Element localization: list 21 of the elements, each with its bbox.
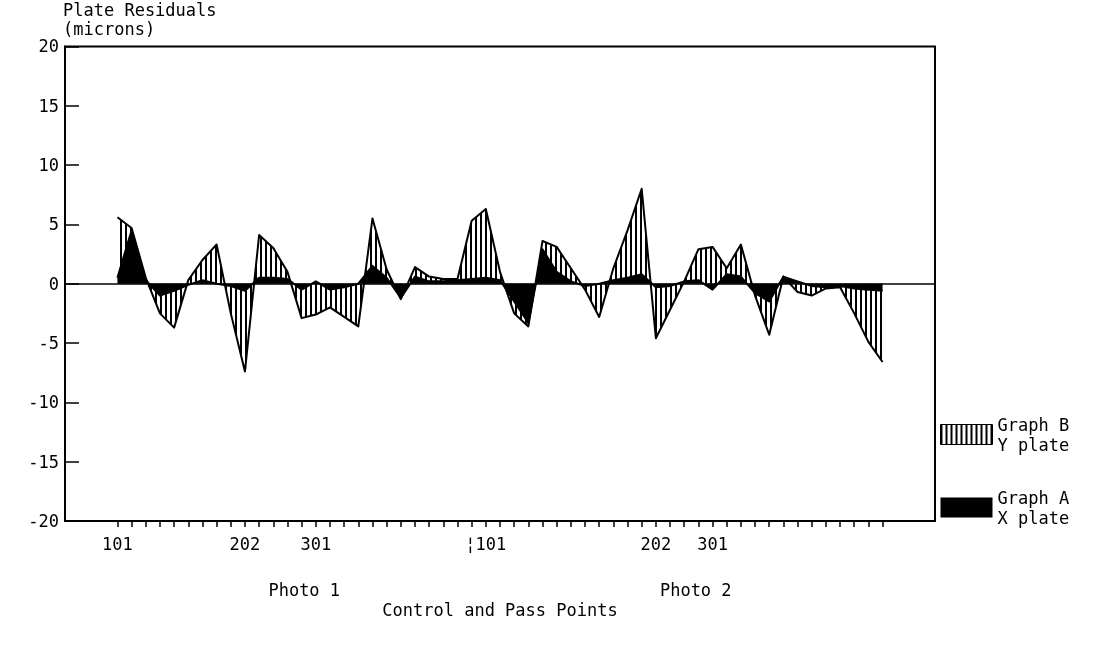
y-tick-label: -15 bbox=[28, 451, 59, 472]
x-axis-title: Control and Pass Points bbox=[382, 600, 618, 620]
legend-label: Graph B Y plate bbox=[997, 414, 1070, 455]
x-tick-label: 301 bbox=[300, 533, 332, 554]
text: Photo 2 bbox=[659, 580, 732, 600]
x-tick-label: 202 bbox=[229, 533, 261, 554]
y-tick-label: 5 bbox=[48, 214, 59, 235]
y-tick-label: -20 bbox=[28, 511, 59, 531]
y-tick-label: 0 bbox=[48, 273, 59, 294]
y-axis-title: Plate Residuals (microns) bbox=[63, 0, 217, 39]
y-tick-label: -5 bbox=[38, 333, 59, 354]
x-tick-label: 101 bbox=[102, 533, 133, 554]
y-tick-label: 20 bbox=[38, 36, 59, 57]
x-tick-label: 202 bbox=[640, 533, 672, 554]
x-tick-label: 301 bbox=[697, 533, 728, 554]
x-tick-label: ¦101 bbox=[465, 533, 507, 554]
y-tick-label: 10 bbox=[38, 155, 59, 176]
legend-label: Graph A X plate bbox=[997, 487, 1070, 528]
y-tick-label: -10 bbox=[28, 392, 59, 413]
text: Photo 1 bbox=[268, 580, 341, 600]
y-tick-label: 15 bbox=[38, 95, 59, 116]
